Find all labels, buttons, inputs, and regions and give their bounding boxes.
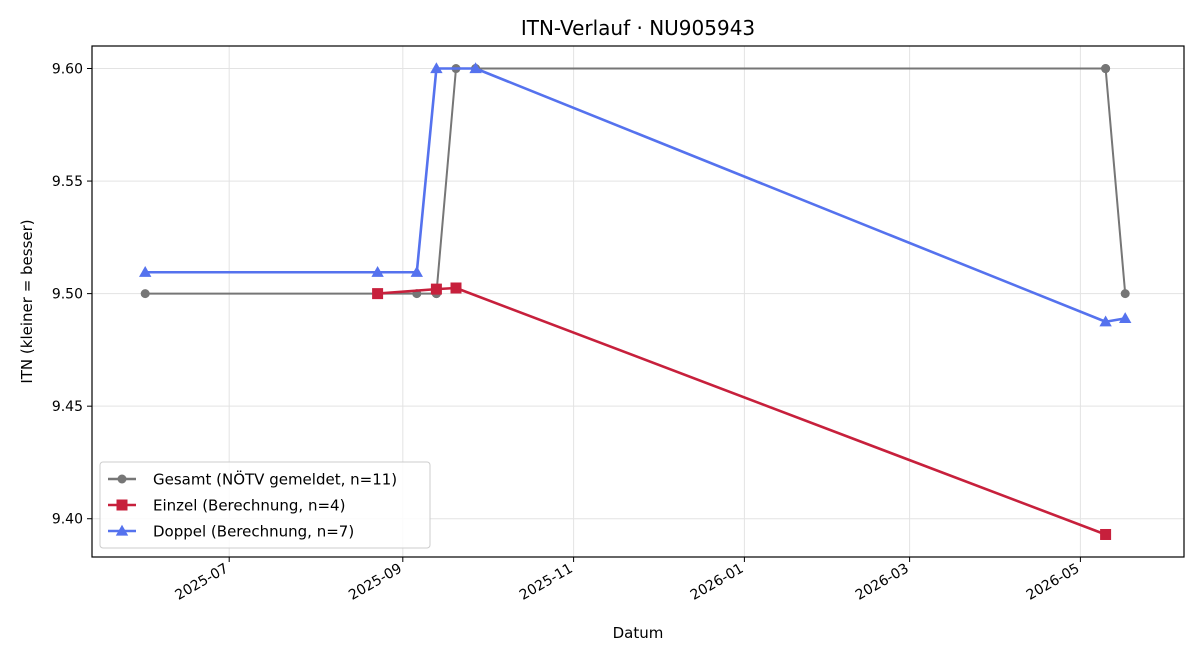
data-point [139, 266, 152, 277]
y-tick-label: 9.40 [52, 512, 83, 528]
data-point [1101, 64, 1111, 74]
legend: Gesamt (NÖTV gemeldet, n=11) Einzel (Bere… [99, 461, 431, 549]
data-point [430, 62, 443, 74]
y-axis-label: ITN (kleiner = besser) [18, 219, 36, 383]
x-axis-label: Datum [613, 624, 664, 642]
legend-marker [115, 524, 129, 536]
legend-marker [117, 474, 127, 484]
data-point [1120, 289, 1130, 299]
series-line [377, 286, 1107, 536]
legend-item: Einzel (Berechnung, n=4) [108, 497, 345, 515]
series-triangle-group [139, 62, 1132, 327]
legend-label: Doppel (Berechnung, n=7) [153, 523, 354, 541]
chart-title: ITN-Verlauf · NU905943 [521, 16, 755, 40]
data-point [1100, 528, 1112, 540]
legend-label: Einzel (Berechnung, n=4) [153, 497, 345, 515]
y-tick-label: 9.60 [52, 62, 83, 78]
data-point [372, 288, 384, 300]
data-point [410, 266, 423, 277]
data-point [1099, 315, 1112, 327]
legend-box [99, 461, 431, 549]
series-square-group [372, 282, 1112, 540]
y-tick-label: 9.45 [52, 399, 83, 415]
legend-label: Gesamt (NÖTV gemeldet, n=11) [153, 470, 397, 489]
y-tick-label: 9.55 [52, 174, 83, 190]
plot-area-frame [91, 45, 1185, 558]
data-point [430, 283, 442, 295]
legend-marker [116, 499, 128, 511]
legend-item: Gesamt (NÖTV gemeldet, n=11) [108, 470, 397, 489]
data-point [450, 282, 462, 294]
y-tick-label: 9.50 [52, 287, 83, 303]
series-layer [139, 62, 1132, 540]
data-point [1119, 312, 1132, 324]
data-point [469, 62, 482, 74]
data-point [371, 266, 384, 277]
data-point [140, 289, 150, 299]
legend-item: Doppel (Berechnung, n=7) [108, 523, 354, 541]
